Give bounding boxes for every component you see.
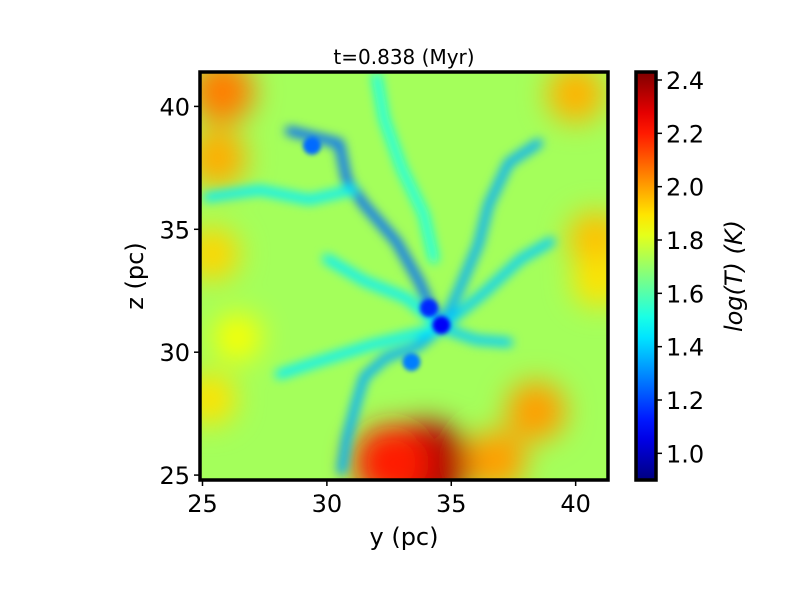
hot-region	[200, 72, 255, 124]
y-axis-label: z (pc)	[121, 242, 149, 309]
colorbar-tick-label: 1.0	[666, 440, 704, 468]
cold-filaments	[203, 72, 556, 475]
hot-region	[200, 227, 240, 281]
cold-core	[432, 316, 451, 335]
colorbar-tick-label: 2.4	[666, 67, 704, 95]
y-tick-label: 35	[159, 216, 190, 244]
colorbar-ticks: 1.0 1.2 1.4 1.6 1.8 2.0 2.2 2.4	[656, 67, 704, 468]
colorbar-tick-label: 2.0	[666, 174, 704, 202]
plot-frame	[198, 70, 610, 482]
cold-filament	[275, 323, 446, 379]
cold-core	[302, 136, 321, 155]
hot-region	[567, 211, 608, 268]
colorbar-gradient	[634, 70, 658, 482]
hot-region	[466, 430, 527, 480]
colorbar-tick-label: 1.4	[666, 334, 704, 362]
cold-filament	[436, 138, 543, 333]
cold-filament	[436, 323, 513, 347]
y-tick-label: 40	[159, 93, 190, 121]
colorbar-tick-label: 1.2	[666, 387, 704, 415]
cold-filament	[337, 323, 446, 475]
cold-filament	[203, 185, 357, 205]
colorbar-tick-label: 2.2	[666, 120, 704, 148]
hot-region	[200, 372, 236, 425]
colorbar-label: log(T) (K)	[720, 220, 748, 332]
cold-core	[402, 353, 421, 372]
hot-region	[546, 72, 605, 123]
hot-region	[505, 381, 566, 442]
chart-title: t=0.838 (Myr)	[333, 45, 474, 69]
hot-region	[200, 128, 247, 188]
colorbar-tick-label: 1.8	[666, 227, 704, 255]
hot-regions	[200, 72, 608, 480]
x-tick-label: 40	[560, 490, 591, 518]
x-axis-label: y (pc)	[370, 523, 439, 551]
heatmap-image	[200, 72, 608, 480]
colorbar-tick-label: 1.6	[666, 280, 704, 308]
y-tick-label: 30	[159, 339, 190, 367]
cold-filament	[436, 237, 556, 333]
hot-region	[353, 424, 430, 480]
x-axis-ticks: 25 30 35 40	[187, 480, 591, 518]
y-tick-label: 25	[159, 462, 190, 490]
x-tick-label: 30	[312, 490, 343, 518]
colorbar: 1.0 1.2 1.4 1.6 1.8 2.0 2.2 2.4 log(T) (K)	[634, 67, 748, 482]
cold-core	[419, 298, 438, 317]
y-axis-ticks: 25 30 35 40	[159, 93, 200, 490]
x-tick-label: 35	[436, 490, 467, 518]
cold-cores	[302, 136, 451, 372]
hot-region	[213, 313, 262, 362]
cold-filament	[372, 72, 439, 264]
hot-region	[572, 254, 608, 307]
x-tick-label: 25	[187, 490, 218, 518]
